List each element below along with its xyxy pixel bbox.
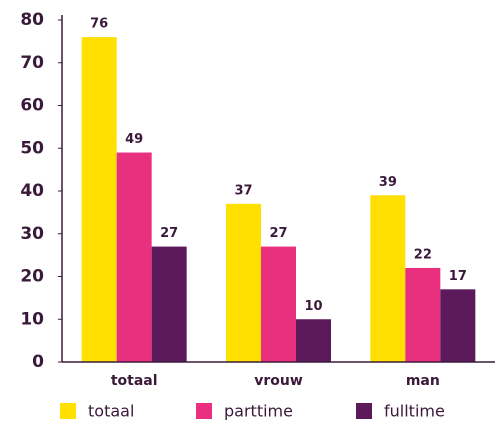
y-tick-label: 60 <box>20 96 44 116</box>
value-label: 17 <box>449 269 467 284</box>
bar <box>116 152 152 362</box>
bar <box>226 203 261 362</box>
x-tick-label: totaal <box>111 373 158 389</box>
legend-label: totaal <box>88 402 134 421</box>
bar <box>370 195 406 362</box>
value-label: 76 <box>90 17 108 32</box>
value-label: 27 <box>160 226 178 241</box>
bar <box>261 246 296 362</box>
legend-swatch <box>196 403 212 419</box>
bar <box>440 289 476 362</box>
bar <box>151 246 187 362</box>
value-label: 49 <box>125 132 143 147</box>
y-tick-label: 50 <box>20 138 44 158</box>
y-tick-label: 10 <box>20 309 44 329</box>
y-tick-label: 0 <box>32 352 44 372</box>
value-label: 27 <box>269 226 287 241</box>
x-tick-label: man <box>406 373 440 389</box>
legend-label: parttime <box>224 402 293 421</box>
value-label: 37 <box>234 183 252 198</box>
legend-swatch <box>356 403 372 419</box>
bar <box>81 37 117 362</box>
value-label: 10 <box>304 299 322 314</box>
legend-label: fulltime <box>384 402 445 421</box>
value-label: 22 <box>414 247 432 262</box>
x-tick-label: vrouw <box>254 373 303 389</box>
bar <box>405 267 441 362</box>
y-tick-label: 20 <box>20 267 44 287</box>
legend-swatch <box>60 403 76 419</box>
value-label: 39 <box>379 175 397 190</box>
y-tick-label: 40 <box>20 181 44 201</box>
y-tick-label: 70 <box>20 53 44 73</box>
y-tick-label: 30 <box>20 224 44 244</box>
y-tick-label: 80 <box>20 10 44 30</box>
bar <box>296 319 331 362</box>
